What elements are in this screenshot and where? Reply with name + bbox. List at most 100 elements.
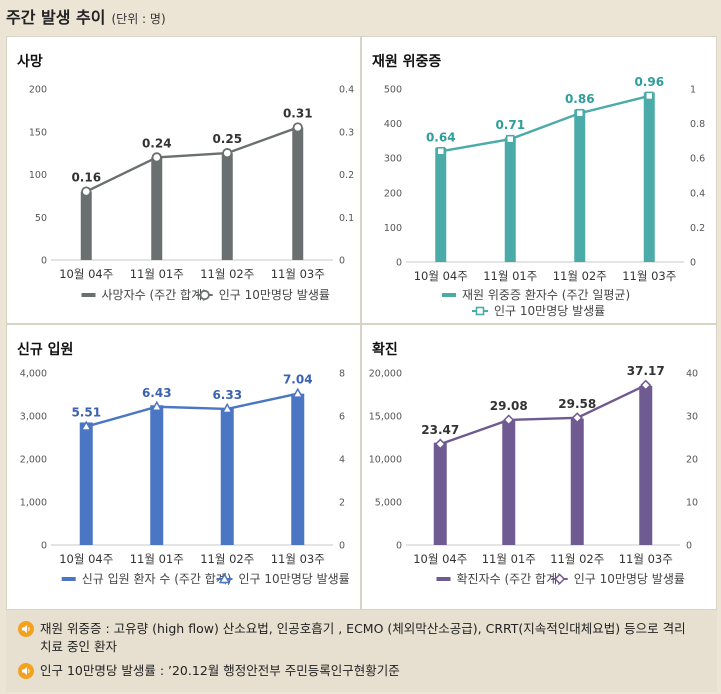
x-tick-label: 11월 02주 [553,269,607,283]
bar [150,405,164,545]
rate-line [85,392,299,428]
bar [643,92,655,263]
y2-tick-label: 8 [339,369,345,380]
bar [151,157,163,260]
rate-marker [644,91,654,101]
rate-marker [436,146,446,156]
y-tick-label: 0 [396,258,402,269]
y2-tick-label: 0.3 [339,127,354,138]
footnotes: 재원 위중증 : 고유량 (high flow) 산소요법, 인공호흡기 , E… [6,610,717,692]
x-tick-label: 10월 04주 [59,267,113,281]
y-tick-label: 20,000 [369,369,402,380]
y2-tick-label: 0 [686,541,692,552]
x-tick-label: 11월 02주 [550,552,604,566]
data-label: 5.51 [71,406,101,420]
y-tick-label: 15,000 [369,412,402,423]
y-tick-label: 0 [396,541,402,552]
y2-tick-label: 20 [686,455,698,466]
legend-label: 사망자수 (주간 합계) [102,288,207,302]
data-label: 0.24 [142,136,172,150]
y2-tick-label: 1 [690,85,696,96]
data-label: 0.86 [565,92,595,106]
x-tick-label: 11월 01주 [483,269,537,283]
x-tick-label: 11월 03주 [619,552,673,566]
bar [574,109,586,262]
rate-marker [503,414,515,426]
bar [435,147,447,262]
y-tick-label: 1,000 [20,498,47,509]
y-tick-label: 300 [384,154,402,165]
data-label: 0.25 [212,132,242,146]
rate-marker [150,400,163,412]
data-label: 7.04 [283,373,313,387]
data-label: 29.58 [558,397,596,411]
x-tick-label: 11월 03주 [271,552,325,566]
chart-svg-admission: 0 1,000 2,000 3,000 4,000 0 2 4 6 8 10월 04주 11월 01주… [20,369,350,587]
bar [221,153,233,260]
y-tick-label: 200 [384,188,402,199]
y-tick-label: 50 [35,213,47,224]
y2-tick-label: 30 [686,412,698,423]
legend-swatch-bar [81,293,96,297]
rate-marker [221,402,234,414]
y-tick-label: 10,000 [369,455,402,466]
bar [433,442,447,545]
chart-title: 재원 위중증 [372,54,442,70]
legend-label: 인구 10만명당 발생률 [574,572,685,586]
bar [80,191,92,260]
data-label: 29.08 [490,399,528,413]
rate-marker [575,108,585,118]
legend-swatch-bar [61,577,76,581]
legend: 사망자수 (주간 합계) 인구 10만명당 발생률 [81,288,330,302]
rate-marker [434,438,446,450]
data-label: 6.43 [142,386,172,400]
y2-tick-label: 0 [690,258,696,269]
legend-label: 인구 10만명당 발생률 [494,304,605,318]
chart-title: 확진 [372,342,398,358]
data-label: 23.47 [421,423,459,437]
legend-label: 인구 10만명당 발생률 [219,288,330,302]
y-tick-label: 500 [384,85,402,96]
bar [570,418,584,545]
legend-label: 재원 위중증 환자수 (주간 일평균) [462,288,630,302]
rate-marker [80,420,93,431]
bar [504,137,516,262]
data-label: 0.71 [495,118,525,132]
legend-swatch-bar [436,577,451,581]
y2-tick-label: 0 [339,541,345,552]
y-tick-label: 150 [29,127,47,138]
x-tick-label: 11월 02주 [200,267,254,281]
x-tick-label: 10월 04주 [414,269,468,283]
legend-swatch-bar [442,293,456,297]
rate-marker [475,306,485,316]
y-tick-label: 2,000 [20,455,47,466]
chart-panel-severe: 재원 위중증 0 100 200 300 400 500 0 0.2 0.4 0.6 0.8 1 10월… [362,37,716,323]
y-tick-label: 5,000 [375,498,402,509]
data-label: 37.17 [627,364,665,378]
legend-label: 확진자수 (주간 합계) [457,572,562,586]
x-tick-label: 11월 01주 [130,267,184,281]
unit-label: (단위 : 명) [111,12,166,26]
y2-tick-label: 2 [339,498,345,509]
y-tick-label: 200 [29,85,47,96]
rate-marker [554,573,566,585]
bar [220,408,234,545]
rate-marker [640,379,652,391]
footnote-severe: 재원 위중증 : 고유량 (high flow) 산소요법, 인공호흡기 , E… [18,620,700,656]
data-label: 0.96 [634,75,664,89]
footnote-text: 인구 10만명당 발생률 : ’20.12월 행정안전부 주민등록인구현황기준 [40,663,400,678]
bar [292,127,304,260]
x-tick-label: 11월 01주 [482,552,536,566]
bar [291,393,305,545]
y-tick-label: 4,000 [20,369,47,380]
rate-line [439,384,647,446]
y2-tick-label: 0 [339,256,345,267]
data-label: 0.16 [71,171,101,185]
rate-marker [291,387,304,398]
footnote-text: 재원 위중증 : 고유량 (high flow) 산소요법, 인공호흡기 , E… [40,621,686,654]
legend: 재원 위중증 환자수 (주간 일평균) 인구 10만명당 발생률 [442,288,630,318]
rate-marker [81,186,92,197]
chart-svg-death: 0 50 100 150 200 0 0.1 0.2 0.3 0.4 10월 04주 11월 01주 1… [29,85,354,303]
y-tick-label: 100 [384,223,402,234]
rate-marker [222,148,233,159]
